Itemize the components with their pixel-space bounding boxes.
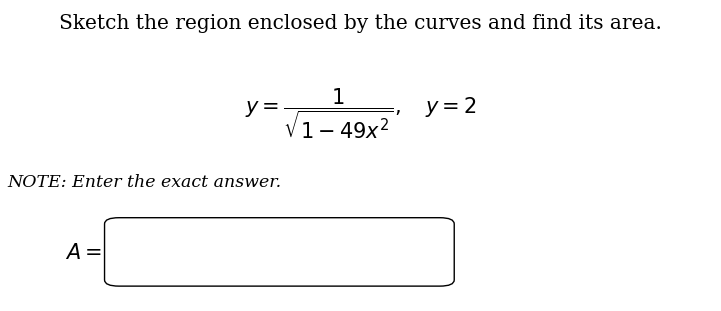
Text: $A =$: $A =$ [65,244,102,263]
Text: Sketch the region enclosed by the curves and find its area.: Sketch the region enclosed by the curves… [59,14,662,33]
Text: $y = \dfrac{1}{\sqrt{1-49x^2}},\quad y = 2$: $y = \dfrac{1}{\sqrt{1-49x^2}},\quad y =… [244,87,477,141]
FancyBboxPatch shape [105,218,454,286]
Text: NOTE: Enter the exact answer.: NOTE: Enter the exact answer. [7,174,281,191]
